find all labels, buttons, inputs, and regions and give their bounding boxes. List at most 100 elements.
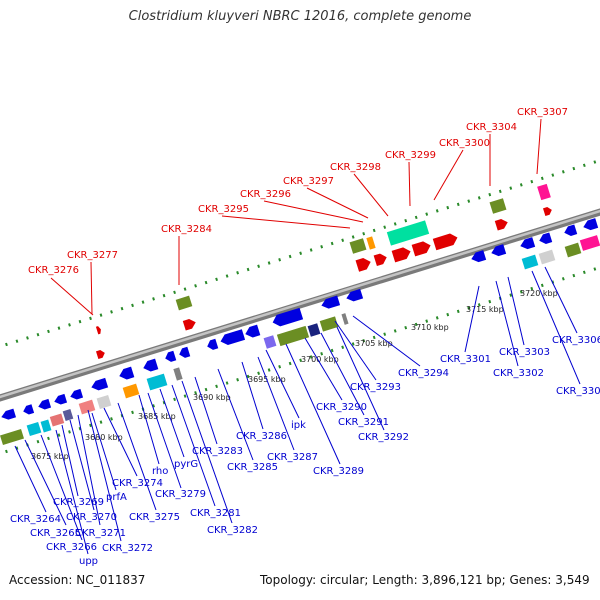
reverse-gene-label: CKR_3285 [227,462,278,473]
kbp-tick-label: 3680 kbp [85,433,123,442]
forward-gene-label: CKR_3298 [330,162,381,173]
gene-feature [366,236,376,250]
gene-feature [122,383,140,399]
reverse-gene-label: CKR_3274 [112,478,163,489]
reverse-gene-label: CKR_3303 [499,347,550,358]
accession-text: Accession: NC_011837 [9,573,146,587]
forward-gene-label: CKR_3277 [67,250,118,261]
gene-feature-group [542,207,552,217]
gene-feature-group [1,408,17,420]
gene-feature [346,288,364,302]
forward-leader-line [536,118,542,175]
gene-feature [521,254,539,270]
gene-feature-group [521,254,539,270]
reverse-leader-line [87,409,122,542]
reverse-leader-line [352,315,421,367]
kbp-tick-label: 3715 kbp [466,305,504,314]
forward-leader-line [50,277,94,316]
gene-feature [182,319,196,331]
gene-feature-group [165,350,177,362]
genome-summary-text: Topology: circular; Length: 3,896,121 bp… [260,573,590,587]
gene-feature [537,183,551,201]
gene-feature [411,241,431,257]
gene-feature-group [23,404,35,415]
gene-feature-group [411,241,431,257]
gene-feature [91,377,109,391]
gene-feature-group [220,329,246,346]
gene-feature [319,316,339,332]
gene-feature [220,329,246,346]
gene-feature [173,367,183,381]
gene-feature-group [373,253,387,267]
gene-feature-group [349,238,367,254]
reverse-leader-line [336,326,385,431]
reverse-leader-line [14,445,47,513]
reverse-leader-line [265,349,300,419]
gene-feature [40,419,52,433]
reverse-gene-label: CKR_3266 [46,542,97,553]
gene-feature-group [341,313,349,325]
forward-leader-line [221,215,351,229]
kbp-tick-label: 3705 kbp [355,339,393,348]
gene-feature-group [245,324,261,338]
reverse-gene-label: CKR_3290 [316,402,367,413]
gene-feature-group [489,198,507,214]
gene-feature [349,238,367,254]
reverse-leader-line [55,429,89,555]
gene-features [0,183,600,446]
gene-feature [38,398,52,410]
reverse-leader-line [24,439,67,526]
gene-feature-group [276,325,310,347]
reverse-gene-label: CKR_3294 [398,368,449,379]
gene-feature [54,393,68,405]
gene-feature-group [0,428,24,446]
kbp-tick-label: 3700 kbp [301,355,339,364]
gene-feature [386,220,430,246]
gene-feature [165,350,177,362]
reverse-gene-label: CKR_3265 [30,528,81,539]
forward-gene-label: CKR_3299 [385,150,436,161]
gene-feature [23,404,35,415]
reverse-leader-line [77,414,101,526]
gene-feature-group [366,236,376,250]
gene-feature [175,295,193,311]
gene-feature [78,399,96,415]
gene-feature-group [391,247,411,263]
reverse-leader-line [544,266,578,334]
gene-feature [491,244,507,257]
gene-feature-group [319,316,339,332]
reverse-gene-label: CKR_3289 [313,466,364,477]
gene-feature-group [182,319,196,331]
gene-feature-group [272,307,304,327]
reverse-leader-line [171,384,216,507]
reverse-leader-line [91,412,117,491]
reverse-gene-label: CKR_3283 [192,446,243,457]
gene-feature-group [494,219,508,231]
gene-feature-group [78,399,96,415]
reverse-gene-label: rho [152,466,168,477]
reverse-gene-label: CKR_3282 [207,525,258,536]
gene-feature-group [96,394,112,410]
reverse-gene-label: CKR_3281 [190,508,241,519]
gene-feature [49,413,65,427]
gene-feature [564,242,582,258]
reverse-leader-line [159,388,185,458]
gene-feature [207,338,219,350]
gene-feature [307,323,321,337]
gene-feature-group [91,377,109,391]
forward-leader-line [90,261,93,315]
gene-feature-group [263,335,277,349]
reverse-leader-line [217,368,254,461]
gene-feature [146,373,168,391]
reverse-gene-label: CKR_3306 [552,335,600,346]
gene-feature [96,394,112,410]
reverse-leader-line [464,285,480,353]
forward-gene-label: CKR_3307 [517,107,568,118]
reverse-leader-line [334,320,377,381]
figure-title: Clostridium kluyveri NBRC 12016, complet… [128,9,472,24]
gene-feature-group [307,323,321,337]
gene-feature [432,233,458,251]
reverse-leader-line [147,392,182,489]
gene-feature-group [49,413,65,427]
gene-feature-group [95,350,105,360]
